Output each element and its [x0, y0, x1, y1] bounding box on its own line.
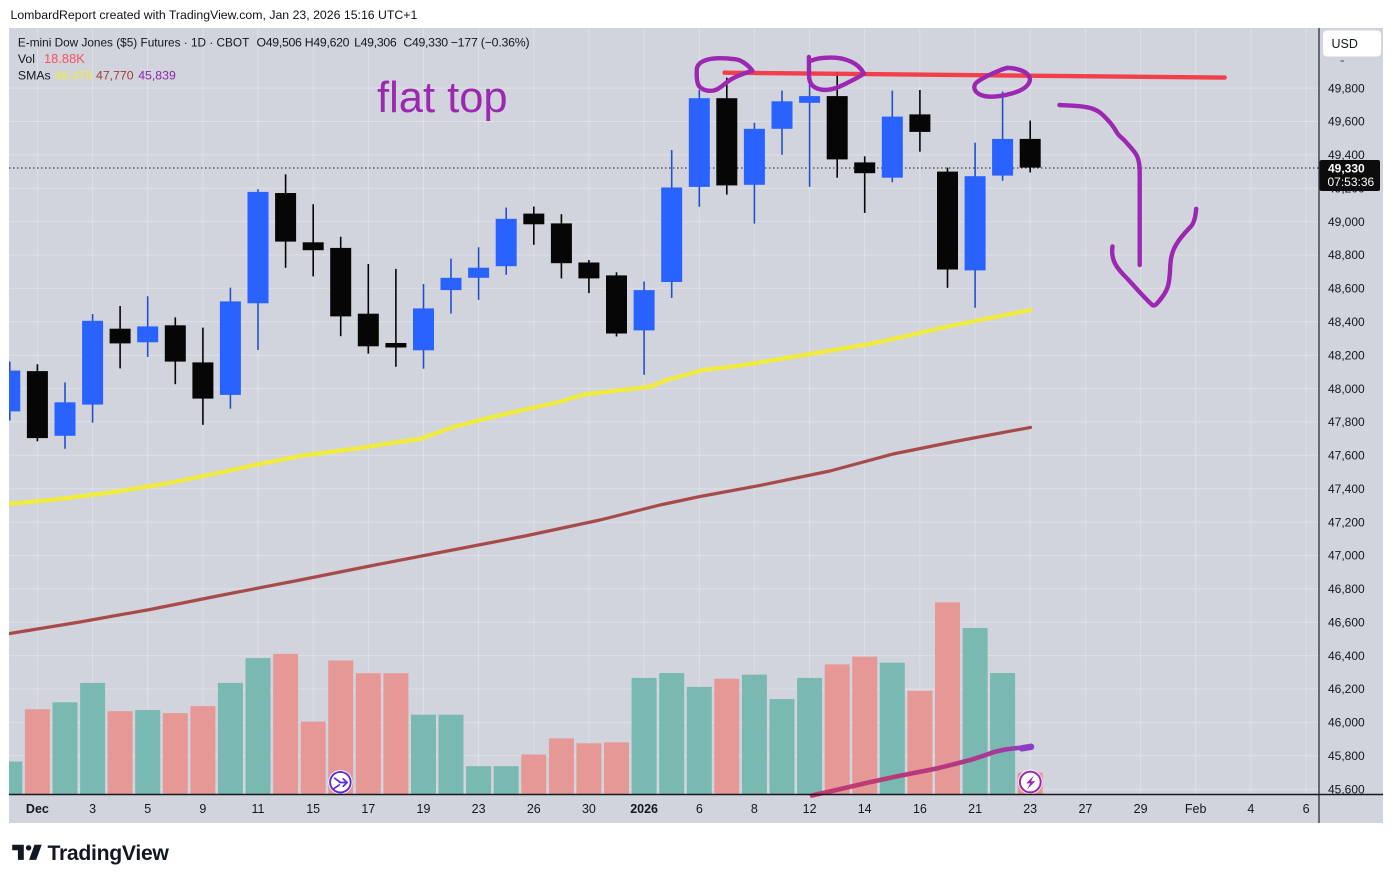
svg-text:46,000: 46,000	[1328, 716, 1365, 730]
svg-text:47,770: 47,770	[96, 69, 134, 83]
svg-text:07:53:36: 07:53:36	[1328, 175, 1375, 189]
svg-text:47,400: 47,400	[1328, 482, 1365, 496]
svg-text:−177 (−0.36%): −177 (−0.36%)	[451, 35, 530, 49]
svg-text:SMAs: SMAs	[18, 69, 51, 83]
svg-text:6: 6	[1303, 802, 1310, 816]
svg-text:19: 19	[417, 802, 431, 816]
svg-text:46,600: 46,600	[1328, 615, 1365, 629]
svg-text:49,800: 49,800	[1328, 81, 1365, 95]
svg-text:5: 5	[144, 802, 151, 816]
svg-text:21: 21	[968, 802, 982, 816]
svg-text:16: 16	[913, 802, 927, 816]
svg-text:15: 15	[306, 802, 320, 816]
svg-text:3: 3	[89, 802, 96, 816]
svg-text:11: 11	[252, 802, 265, 816]
svg-text:48,479: 48,479	[55, 69, 93, 83]
svg-text:9: 9	[199, 802, 206, 816]
svg-text:18.88K: 18.88K	[44, 51, 85, 66]
svg-text:E-mini Dow Jones ($5) Futures: E-mini Dow Jones ($5) Futures · 1D · CBO…	[18, 35, 249, 49]
svg-text:H49,620: H49,620	[305, 35, 350, 49]
svg-text:46,200: 46,200	[1328, 682, 1365, 696]
svg-text:48,800: 48,800	[1328, 248, 1365, 262]
svg-text:49,400: 49,400	[1328, 148, 1365, 162]
svg-text:30: 30	[582, 802, 596, 816]
svg-text:47,200: 47,200	[1328, 515, 1365, 529]
svg-text:12: 12	[803, 802, 817, 816]
svg-text:TradingView: TradingView	[48, 842, 170, 865]
svg-text:23: 23	[1023, 802, 1037, 816]
svg-text:17: 17	[361, 802, 375, 816]
svg-text:14: 14	[858, 802, 872, 816]
svg-text:flat top: flat top	[377, 74, 508, 122]
svg-text:26: 26	[527, 802, 541, 816]
svg-text:8: 8	[751, 802, 758, 816]
svg-text:Dec: Dec	[26, 802, 49, 816]
svg-text:LombardReport created with Tra: LombardReport created with TradingView.c…	[11, 8, 418, 22]
svg-text:48,600: 48,600	[1328, 282, 1365, 296]
svg-text:47,000: 47,000	[1328, 549, 1365, 563]
svg-text:29: 29	[1134, 802, 1148, 816]
svg-text:Feb: Feb	[1185, 802, 1207, 816]
svg-text:2026: 2026	[630, 802, 658, 816]
svg-text:C49,330: C49,330	[403, 35, 448, 49]
svg-text:27: 27	[1078, 802, 1092, 816]
svg-text:L49,306: L49,306	[354, 35, 397, 49]
svg-text:49,600: 49,600	[1328, 115, 1365, 129]
svg-text:23: 23	[472, 802, 486, 816]
svg-text:48,200: 48,200	[1328, 348, 1365, 362]
svg-text:6: 6	[696, 802, 703, 816]
svg-text:48,000: 48,000	[1328, 382, 1365, 396]
svg-text:49,000: 49,000	[1328, 215, 1365, 229]
svg-text:45,800: 45,800	[1328, 749, 1365, 763]
svg-text:48,400: 48,400	[1328, 315, 1365, 329]
svg-text:46,800: 46,800	[1328, 582, 1365, 596]
svg-text:47,600: 47,600	[1328, 449, 1365, 463]
svg-text:46,400: 46,400	[1328, 649, 1365, 663]
svg-text:USD: USD	[1332, 37, 1358, 51]
svg-text:47,800: 47,800	[1328, 415, 1365, 429]
svg-text:4: 4	[1247, 802, 1254, 816]
svg-text:49,330: 49,330	[1328, 161, 1365, 175]
svg-text:45,839: 45,839	[138, 69, 176, 83]
svg-text:Vol: Vol	[18, 52, 35, 66]
svg-text:45,600: 45,600	[1328, 782, 1365, 796]
svg-text:O49,506: O49,506	[257, 35, 303, 49]
